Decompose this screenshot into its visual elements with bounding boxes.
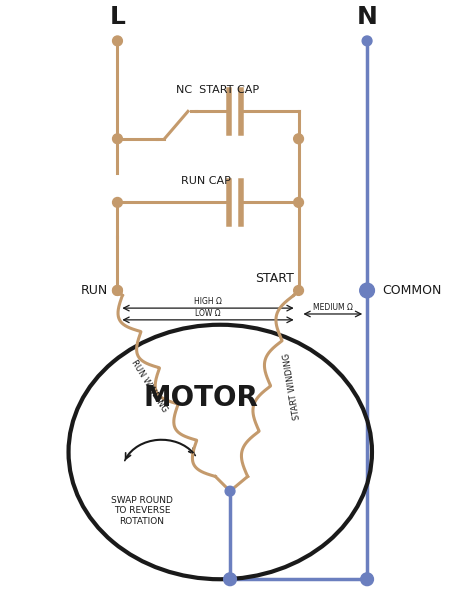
Text: RUN WINDING: RUN WINDING: [129, 358, 169, 414]
Text: LOW Ω: LOW Ω: [195, 309, 220, 318]
Circle shape: [293, 285, 303, 295]
Text: HIGH Ω: HIGH Ω: [194, 297, 221, 306]
Circle shape: [113, 285, 122, 295]
Text: NC  START CAP: NC START CAP: [176, 85, 259, 95]
Circle shape: [225, 486, 234, 496]
Circle shape: [293, 134, 303, 144]
Text: RUN: RUN: [80, 284, 107, 297]
Text: SWAP ROUND
TO REVERSE
ROTATION: SWAP ROUND TO REVERSE ROTATION: [111, 496, 173, 526]
Text: MEDIUM Ω: MEDIUM Ω: [312, 303, 352, 312]
Circle shape: [293, 198, 303, 207]
Circle shape: [362, 36, 371, 46]
Text: L: L: [109, 5, 125, 29]
Text: N: N: [356, 5, 377, 29]
Text: RUN CAP: RUN CAP: [181, 176, 231, 186]
Circle shape: [113, 198, 122, 207]
Text: MOTOR: MOTOR: [143, 384, 257, 412]
Circle shape: [113, 134, 122, 144]
Text: START: START: [254, 272, 293, 285]
Circle shape: [360, 573, 373, 586]
Text: START WINDING: START WINDING: [282, 352, 301, 420]
Circle shape: [113, 285, 122, 295]
Circle shape: [223, 573, 236, 586]
Circle shape: [359, 283, 374, 298]
Text: COMMON: COMMON: [381, 284, 440, 297]
Circle shape: [113, 36, 122, 46]
